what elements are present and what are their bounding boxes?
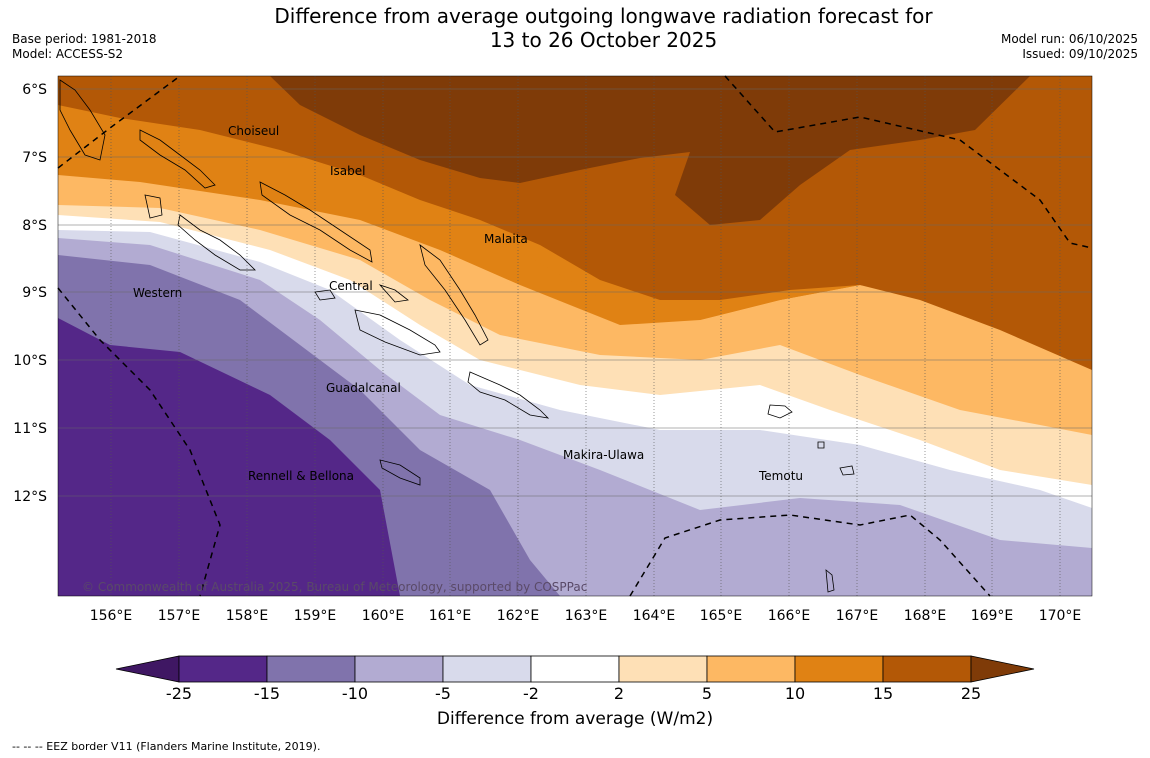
colorbar-segment — [882, 655, 972, 683]
colorbar-segment — [530, 655, 620, 683]
colorbar-tick-label: -15 — [254, 684, 280, 703]
island-florida — [378, 284, 409, 303]
copyright-notice: © Commonwealth of Australia 2025, Bureau… — [82, 580, 588, 594]
label-choiseul: Choiseul — [228, 124, 279, 138]
colorbar-tick-label: -10 — [342, 684, 368, 703]
label-makira-ulawa: Makira-Ulawa — [563, 448, 644, 462]
eez-footnote: -- -- -- EEZ border V11 (Flanders Marine… — [12, 740, 321, 753]
lat-label: 9°S — [22, 285, 47, 301]
island-isabel — [259, 181, 373, 263]
island-utupua — [839, 465, 855, 476]
label-rennell-bellona: Rennell & Bellona — [248, 469, 354, 483]
lat-axis: 6°S 7°S 8°S 9°S 10°S 11°S 12°S — [13, 82, 47, 505]
meta-right: Model run: 06/10/2025 Issued: 09/10/2025 — [1001, 32, 1138, 62]
label-western: Western — [133, 286, 182, 300]
lon-label: 170°E — [1039, 608, 1082, 624]
graticule — [58, 88, 1092, 497]
title-line-1: Difference from average outgoing longwav… — [274, 4, 933, 28]
eez-nw — [57, 75, 181, 169]
island-anuta — [825, 569, 835, 593]
lon-label: 157°E — [158, 608, 201, 624]
colorbar-tick-label: 2 — [614, 684, 624, 703]
map-fill — [58, 76, 1092, 596]
coastlines — [59, 79, 855, 593]
colorbar-segment — [442, 655, 532, 683]
lon-label: 156°E — [90, 608, 133, 624]
colorbar-tick-label: 15 — [873, 684, 893, 703]
label-temotu: Temotu — [758, 469, 803, 483]
province-labels: Choiseul Isabel Malaita Central Western … — [133, 124, 803, 483]
colorbar-segment — [794, 655, 884, 683]
meta-left: Base period: 1981-2018 Model: ACCESS-S2 — [12, 32, 157, 62]
lon-label: 169°E — [971, 608, 1014, 624]
band-above-25 — [270, 76, 1030, 225]
chart-title: Difference from average outgoing longwav… — [200, 4, 1007, 52]
label-central: Central — [329, 279, 373, 293]
lon-axis: 156°E 157°E 158°E 159°E 160°E 161°E 162°… — [90, 608, 1082, 624]
colorbar: -25 -15 -10 -5 -2 2 5 10 15 25 — [115, 655, 1035, 703]
eez-se — [629, 514, 991, 597]
eez-borders — [57, 75, 1093, 597]
colorbar-tick-label: 25 — [961, 684, 981, 703]
lat-label: 12°S — [13, 489, 47, 505]
lon-label: 159°E — [294, 608, 337, 624]
island-vella — [144, 194, 163, 219]
colorbar-tick-label: 5 — [702, 684, 712, 703]
lon-label: 161°E — [429, 608, 472, 624]
island-guadalcanal — [354, 309, 441, 356]
map-frame — [57, 75, 1093, 597]
island-rennell — [379, 459, 421, 486]
colorbar-tick-label: -5 — [435, 684, 451, 703]
lat-label: 6°S — [22, 82, 47, 98]
issued-date: Issued: 09/10/2025 — [1022, 47, 1138, 61]
eez-sw — [57, 287, 221, 597]
lon-label: 162°E — [497, 608, 540, 624]
lat-label: 7°S — [22, 150, 47, 166]
island-guadalcanal-east — [467, 371, 550, 419]
colorbar-tick-label: -25 — [166, 684, 192, 703]
island-russell — [314, 289, 336, 301]
colorbar-title: Difference from average (W/m2) — [436, 709, 714, 729]
colorbar-tick-label: -2 — [523, 684, 539, 703]
lon-label: 167°E — [836, 608, 879, 624]
lat-label: 10°S — [13, 353, 47, 369]
island-bougainville — [59, 79, 106, 161]
model-name: Model: ACCESS-S2 — [12, 47, 124, 61]
island-new-georgia — [177, 214, 256, 271]
colorbar-extend-max — [970, 655, 1035, 683]
lon-label: 165°E — [700, 608, 743, 624]
colorbar-segment — [354, 655, 444, 683]
lon-label: 158°E — [226, 608, 269, 624]
lat-label: 11°S — [13, 421, 47, 437]
colorbar-segment — [178, 655, 268, 683]
label-malaita: Malaita — [484, 232, 528, 246]
colorbar-tick-label: 10 — [785, 684, 805, 703]
label-isabel: Isabel — [330, 164, 365, 178]
model-run: Model run: 06/10/2025 — [1000, 32, 1138, 46]
colorbar-segment — [706, 655, 796, 683]
island-tinakula — [817, 441, 825, 449]
lon-label: 164°E — [633, 608, 676, 624]
lon-label: 168°E — [904, 608, 947, 624]
base-period: Base period: 1981-2018 — [12, 32, 157, 46]
colorbar-segment — [266, 655, 356, 683]
colorbar-segment — [618, 655, 708, 683]
lat-label: 8°S — [22, 218, 47, 234]
lon-label: 166°E — [768, 608, 811, 624]
title-line-2: 13 to 26 October 2025 — [489, 28, 718, 52]
lon-label: 163°E — [565, 608, 608, 624]
lon-label: 160°E — [362, 608, 405, 624]
island-choiseul — [139, 129, 216, 189]
island-malaita — [419, 244, 489, 346]
island-santa-cruz — [767, 404, 793, 419]
colorbar-extend-min — [115, 655, 180, 683]
label-guadalcanal: Guadalcanal — [326, 381, 401, 395]
